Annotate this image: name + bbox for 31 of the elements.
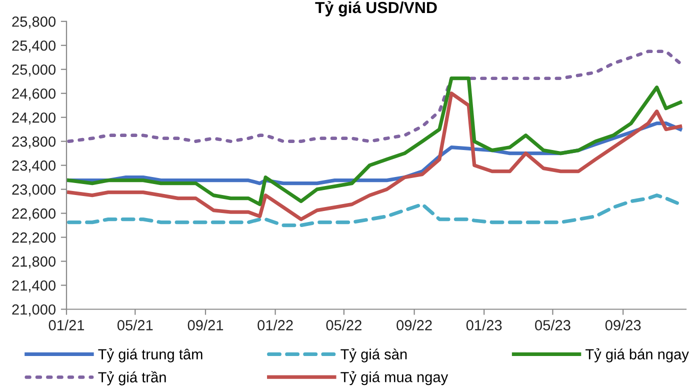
y-tick-label: 25,800 (12, 16, 56, 29)
legend-label: Tỷ giá bán ngay (586, 348, 689, 362)
legend-label: Tỷ giá sàn (340, 348, 407, 362)
x-tick-label: 05/23 (535, 320, 570, 330)
y-tick-label: 25,400 (12, 40, 56, 53)
y-tick-label: 21,000 (12, 304, 56, 316)
x-tick-label: 09/22 (396, 320, 432, 330)
chart-title: Tỷ giá USD/VND (315, 1, 437, 16)
line-series (66, 92, 682, 222)
y-tick-label: 23,000 (12, 184, 56, 196)
y-tick-label: 22,200 (12, 232, 56, 244)
y-tick-label: 23,800 (12, 136, 56, 148)
x-tick-label: 05/21 (117, 320, 153, 330)
x-tick-label: 01/22 (258, 320, 293, 330)
x-tick-label: 01/21 (48, 320, 84, 330)
y-tick-label: 21,400 (12, 280, 56, 292)
x-tick-label: 09/21 (188, 320, 224, 330)
x-tick-label: 05/22 (326, 320, 362, 330)
x-tick-label: 01/23 (466, 320, 502, 330)
line-series (66, 76, 682, 206)
legend-label: Tỷ giá trung tâm (98, 348, 202, 362)
y-tick-label: 23,400 (12, 160, 56, 172)
x-tick-label: 09/23 (605, 320, 641, 330)
y-tick-label: 25,000 (12, 64, 56, 77)
y-tick-label: 22,600 (12, 208, 56, 220)
legend-label: Tỷ giá mua ngay (340, 371, 448, 386)
y-tick-label: 21,800 (12, 256, 56, 268)
line-series (67, 50, 682, 144)
legend-label: Tỷ giá trần (98, 371, 166, 386)
y-tick-label: 24,200 (12, 112, 56, 124)
y-tick-label: 24,600 (12, 88, 56, 101)
